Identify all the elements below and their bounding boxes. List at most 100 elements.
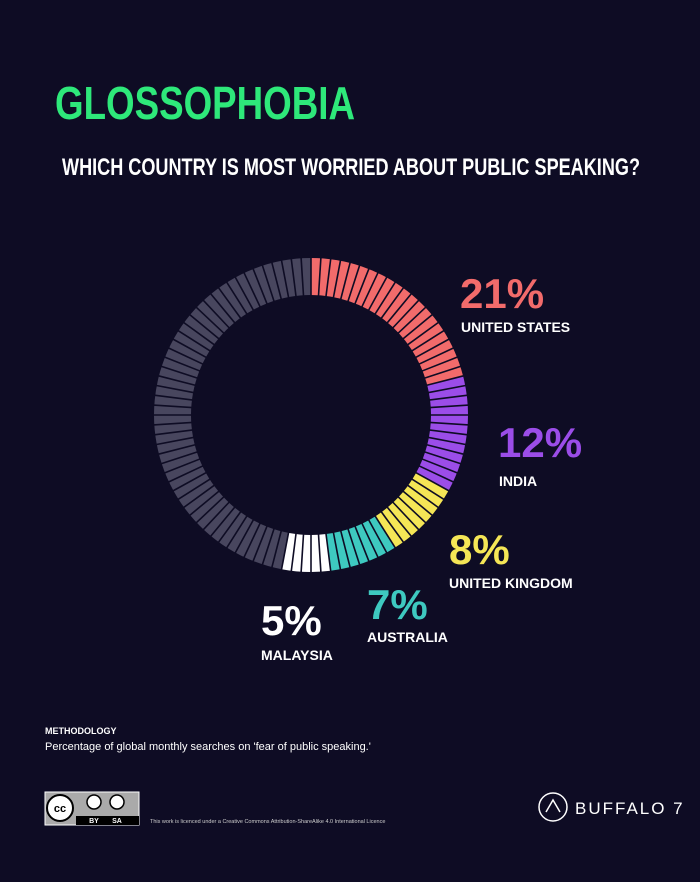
- cc-badge: cc BY SA: [44, 791, 140, 826]
- stripe-divider: [261, 527, 275, 566]
- stripe-divider: [172, 338, 208, 359]
- stripe-divider: [347, 527, 361, 566]
- stripe-divider: [261, 264, 275, 303]
- cc-icon: [46, 794, 74, 822]
- stripe-divider: [414, 471, 450, 492]
- brand-name: BUFFALO 7: [575, 799, 685, 818]
- stripe-divider: [160, 365, 199, 379]
- stripe-divider: [325, 258, 332, 298]
- stripe-divider: [172, 471, 208, 492]
- chart-subtitle: WHICH COUNTRY IS MOST WORRIED ABOUT PUBL…: [62, 154, 640, 181]
- donut-segment: [153, 258, 311, 570]
- stripe-divider: [411, 329, 445, 352]
- stripe-divider: [397, 306, 427, 335]
- stripe-divider: [252, 267, 268, 305]
- stripe-divider: [317, 257, 322, 297]
- stripe-divider: [243, 271, 262, 308]
- stripe-divider: [423, 365, 462, 379]
- stripe-divider: [429, 421, 469, 426]
- stripe-divider: [386, 292, 413, 324]
- methodology-text: Percentage of global monthly searches on…: [45, 741, 371, 753]
- stripe-divider: [423, 451, 462, 465]
- stripe-divider: [195, 306, 225, 335]
- stripe-divider: [300, 533, 305, 573]
- stripe-divider: [391, 501, 420, 531]
- stripe-divider: [195, 495, 225, 524]
- stripe-divider: [339, 261, 352, 300]
- stripe-divider: [414, 338, 450, 359]
- stripe-divider: [234, 518, 255, 554]
- stripe-divider: [177, 478, 211, 501]
- stripe-divider: [290, 532, 297, 572]
- stripe-divider: [354, 525, 370, 563]
- donut-segment: [326, 516, 396, 571]
- stripe-divider: [153, 404, 193, 409]
- stripe-divider: [374, 515, 397, 549]
- stripe-divider: [155, 436, 195, 446]
- category-label: UNITED KINGDOM: [449, 575, 573, 591]
- stripe-divider: [427, 384, 467, 394]
- badge-by: BY: [89, 818, 99, 825]
- stripe-divider: [406, 321, 440, 346]
- stripe-divider: [360, 271, 379, 308]
- stripe-divider: [167, 464, 204, 483]
- svg-text:cc: cc: [54, 803, 66, 815]
- stripe-divider: [154, 394, 194, 401]
- stripe-divider: [428, 429, 468, 436]
- stripe-divider: [418, 464, 455, 483]
- stripe-divider: [209, 506, 236, 538]
- stripe-divider: [426, 374, 465, 387]
- value-label: 7%: [367, 581, 428, 628]
- stripe-divider: [217, 286, 242, 320]
- stripe-divider: [325, 532, 332, 572]
- stripe-divider: [347, 264, 361, 303]
- brand-mark: [545, 798, 561, 813]
- stripe-divider: [426, 443, 465, 456]
- value-label: 5%: [261, 597, 322, 644]
- chart-title: GLOSSOPHOBIA: [55, 77, 355, 129]
- labels: 21% UNITED STATES 12% INDIA 8% UNITED KINGDOM…: [261, 270, 582, 663]
- category-label: INDIA: [499, 473, 537, 489]
- stripe-divider: [386, 506, 413, 538]
- value-label: 21%: [460, 270, 544, 317]
- badge-sa: SA: [112, 818, 122, 825]
- stripe-divider: [160, 451, 199, 465]
- category-label: AUSTRALIA: [367, 629, 448, 645]
- badge-strip: [76, 816, 139, 825]
- stripe-divider: [374, 281, 397, 315]
- stripe-divider: [397, 495, 427, 524]
- stripe-divider: [252, 525, 268, 563]
- stripe-divider: [182, 484, 216, 509]
- stripe-divider: [380, 510, 405, 544]
- stripe-divider: [428, 394, 468, 401]
- stripe-divider: [290, 258, 297, 298]
- stripe-divider: [167, 347, 204, 366]
- stripe-divider: [300, 257, 305, 297]
- stripe-divider: [421, 356, 459, 372]
- stripe-divider: [182, 321, 216, 346]
- value-label: 8%: [449, 526, 510, 573]
- stripe-divider: [270, 530, 283, 569]
- donut: [153, 257, 469, 573]
- stripe-divider: [225, 281, 248, 315]
- stripe-divider: [243, 522, 262, 559]
- category-label: UNITED STATES: [461, 319, 570, 335]
- stripe-divider: [332, 531, 342, 571]
- stripe-divider: [188, 490, 220, 517]
- brand-logo: BUFFALO 7: [538, 792, 685, 822]
- donut-segment: [281, 532, 331, 573]
- stripe-divider: [367, 518, 388, 554]
- stripe-divider: [157, 443, 196, 456]
- stripe-divider: [157, 374, 196, 387]
- stripe-divider: [411, 478, 445, 501]
- stripe-divider: [154, 429, 194, 436]
- stripe-divider: [280, 259, 290, 299]
- stripe-divider: [402, 313, 434, 340]
- donut-segment: [311, 258, 464, 386]
- stripe-divider: [225, 515, 248, 549]
- brand-icon: [538, 792, 568, 822]
- sa-icon: [109, 794, 125, 810]
